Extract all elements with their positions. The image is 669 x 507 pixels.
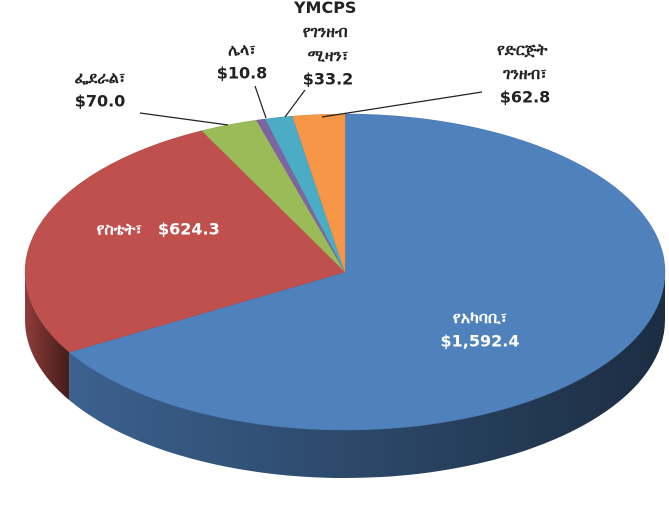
label-line: የአካባቢ፣ [453,308,507,327]
label-line: ሚዛን፣ [308,46,349,65]
category-label: ሌላ፣ [228,40,256,59]
label-line: የገንዘብ [303,22,353,41]
category-label: የአካባቢ፣ [453,308,507,327]
label-line: ሌላ፣ [228,40,256,59]
value-label: $624.3 [158,220,220,239]
label-line: YMCPS [293,0,362,17]
leader-line [254,85,267,119]
value-label: $33.2 [303,70,354,89]
value-label: $1,592.4 [441,332,520,351]
label-line: የድርጅት [497,40,553,59]
label-line: ፌደራል፣ [75,68,126,87]
value-label: $10.8 [217,64,268,83]
value-label: $70.0 [75,92,126,111]
slice [24,130,346,353]
leader-line [139,112,229,126]
slice-side [25,272,70,401]
category-label: የድርጅት ገንዘብ፣ [497,40,553,83]
slice [68,113,666,431]
leader-line [284,89,306,118]
slice-side [69,272,666,479]
category-label: የስቴት፣ [97,220,142,239]
category-label: ፌደራል፣ [75,68,126,87]
value-label: $62.8 [500,88,551,107]
label-line: ገንዘብ፣ [502,64,547,83]
category-label: YMCPS የገንዘብ ሚዛን፣ [293,0,362,65]
leader-line [321,91,483,118]
